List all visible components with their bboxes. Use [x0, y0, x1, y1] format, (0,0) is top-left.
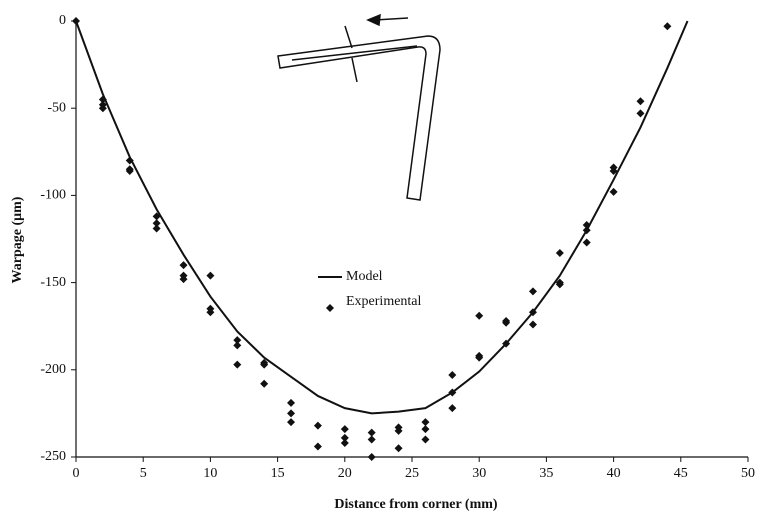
data-point: [582, 238, 591, 247]
data-point: [287, 409, 296, 418]
data-point: [421, 435, 430, 444]
data-point: [448, 371, 457, 380]
data-point: [206, 271, 215, 280]
data-point: [98, 104, 107, 113]
y-tick-label: -200: [40, 362, 66, 377]
data-point: [367, 428, 376, 437]
y-tick-label: -150: [40, 275, 66, 290]
data-point: [125, 166, 134, 175]
data-point: [582, 226, 591, 235]
data-point: [72, 17, 80, 25]
data-point: [475, 311, 484, 320]
data-point: [394, 444, 403, 453]
data-point: [448, 388, 457, 397]
data-point: [663, 22, 672, 31]
data-point: [313, 421, 322, 430]
data-point: [502, 339, 511, 348]
data-point: [125, 156, 134, 165]
data-point: [340, 425, 349, 434]
data-point: [98, 95, 107, 104]
data-point: [152, 212, 161, 221]
data-point: [152, 224, 161, 233]
data-point: [340, 433, 349, 442]
x-tick-label: 40: [607, 466, 621, 481]
y-tick-label: -100: [40, 188, 66, 203]
data-point: [367, 453, 376, 461]
data-point: [636, 97, 645, 106]
y-tick-label: -250: [40, 449, 66, 464]
data-point: [340, 439, 349, 448]
data-point: [394, 426, 403, 435]
data-point: [152, 219, 161, 228]
x-tick-label: 35: [539, 466, 553, 481]
data-point: [206, 308, 215, 317]
x-tick-label: 10: [203, 466, 217, 481]
legend-label: Model: [346, 269, 383, 284]
x-tick-label: 30: [472, 466, 486, 481]
x-tick-label: 15: [271, 466, 285, 481]
data-point: [233, 336, 242, 345]
data-point: [555, 248, 564, 257]
x-tick-label: 50: [741, 466, 755, 481]
data-point: [313, 442, 322, 451]
data-point: [609, 166, 618, 175]
x-tick-label: 0: [73, 466, 80, 481]
y-tick-label: 0: [59, 13, 66, 28]
data-point: [260, 379, 269, 388]
x-tick-label: 45: [674, 466, 688, 481]
legend-label: Experimental: [346, 294, 422, 309]
x-tick-label: 5: [140, 466, 147, 481]
data-point: [233, 341, 242, 350]
x-tick-label: 20: [338, 466, 352, 481]
data-point: [287, 398, 296, 407]
data-point: [636, 109, 645, 118]
data-point: [475, 353, 484, 362]
data-point: [448, 404, 457, 413]
x-tick-label: 25: [405, 466, 419, 481]
data-point: [528, 287, 537, 296]
data-point: [421, 425, 430, 434]
data-point: [260, 360, 269, 369]
data-point: [233, 360, 242, 369]
data-point: [179, 275, 188, 284]
inset-diagram: [277, 13, 441, 201]
model-line: [75, 20, 689, 415]
legend-swatch: [326, 304, 334, 312]
data-point: [179, 261, 188, 270]
data-point: [609, 187, 618, 196]
data-point: [421, 418, 430, 427]
data-point: [287, 418, 296, 427]
data-point: [555, 280, 564, 289]
data-point: [528, 308, 537, 317]
data-point: [367, 435, 376, 444]
data-point: [502, 318, 511, 327]
data-point: [582, 221, 591, 230]
x-axis-title: Distance from corner (mm): [334, 497, 497, 512]
y-tick-label: -50: [47, 100, 66, 115]
data-point: [528, 320, 537, 329]
y-axis-title: Warpage (μm): [10, 196, 25, 283]
